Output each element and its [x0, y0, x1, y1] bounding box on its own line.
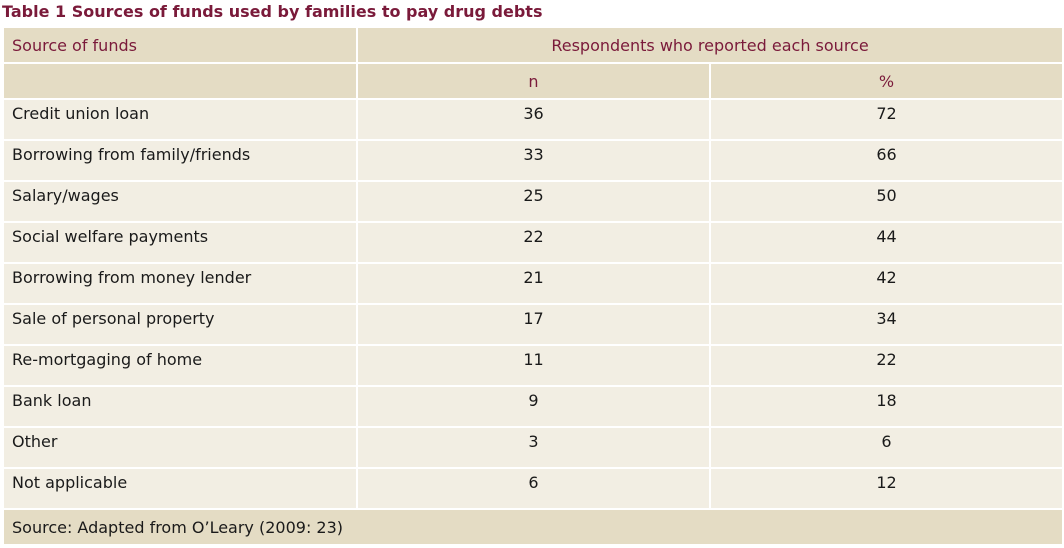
cell-n: 17: [356, 303, 711, 346]
cell-n: 36: [356, 98, 711, 141]
header-row-1: Source of funds Respondents who reported…: [2, 26, 1064, 64]
cell-source: Credit union loan: [2, 98, 358, 141]
cell-source: Sale of personal property: [2, 303, 358, 346]
cell-pct: 72: [708, 98, 1064, 141]
table-row: Not applicable 6 12: [2, 467, 1064, 510]
table-row: Borrowing from family/friends 33 66: [2, 139, 1064, 182]
cell-source: Re-mortgaging of home: [2, 344, 358, 387]
footer-row: Source: Adapted from O’Leary (2009: 23): [1, 508, 1064, 546]
cell-pct: 42: [708, 262, 1064, 305]
cell-n: 21: [356, 262, 711, 305]
cell-source: Borrowing from money lender: [2, 262, 358, 305]
table-row: Re-mortgaging of home 11 22: [2, 344, 1064, 387]
table-caption: Table 1 Sources of funds used by familie…: [2, 2, 543, 21]
cell-pct: 34: [708, 303, 1064, 346]
header-respondents: Respondents who reported each source: [355, 26, 1064, 64]
cell-n: 9: [356, 385, 711, 428]
table-row: Social welfare payments 22 44: [2, 221, 1064, 264]
cell-source: Borrowing from family/friends: [2, 139, 358, 182]
cell-pct: 50: [708, 180, 1064, 223]
cell-pct: 12: [708, 467, 1064, 510]
cell-n: 22: [356, 221, 711, 264]
table-body: Credit union loan 36 72 Borrowing from fami…: [2, 98, 1064, 510]
table-row: Salary/wages 25 50: [2, 180, 1064, 223]
table-row: Borrowing from money lender 21 42: [2, 262, 1064, 305]
cell-n: 3: [356, 426, 711, 469]
table-row: Sale of personal property 17 34: [2, 303, 1064, 346]
header-row-2: n %: [2, 62, 1064, 100]
cell-pct: 6: [708, 426, 1064, 469]
header-pct: %: [708, 62, 1064, 100]
cell-pct: 44: [708, 221, 1064, 264]
cell-n: 33: [356, 139, 711, 182]
header-n: n: [356, 62, 711, 100]
cell-source: Not applicable: [2, 467, 358, 510]
funds-table: Source of funds Respondents who reported…: [1, 26, 1064, 546]
header-blank: [2, 62, 358, 100]
cell-source: Other: [2, 426, 358, 469]
header-source: Source of funds: [2, 26, 358, 64]
cell-pct: 66: [708, 139, 1064, 182]
cell-source: Social welfare payments: [2, 221, 358, 264]
cell-pct: 22: [708, 344, 1064, 387]
table-row: Other 3 6: [2, 426, 1064, 469]
table-row: Bank loan 9 18: [2, 385, 1064, 428]
cell-pct: 18: [708, 385, 1064, 428]
table-row: Credit union loan 36 72: [2, 98, 1064, 141]
cell-source: Bank loan: [2, 385, 358, 428]
cell-n: 11: [356, 344, 711, 387]
cell-n: 6: [356, 467, 711, 510]
cell-source: Salary/wages: [2, 180, 358, 223]
table-footer-source: Source: Adapted from O’Leary (2009: 23): [1, 508, 1064, 546]
cell-n: 25: [356, 180, 711, 223]
